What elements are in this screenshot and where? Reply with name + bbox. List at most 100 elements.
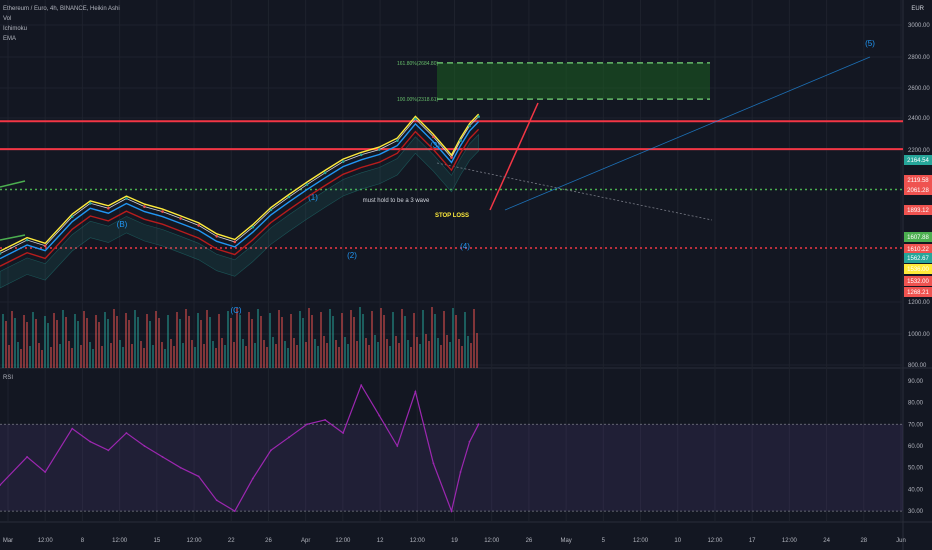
channel-line xyxy=(436,162,713,221)
volume-bar xyxy=(119,340,121,368)
volume-bar xyxy=(143,348,145,368)
annotation-label: STOP LOSS xyxy=(435,213,469,219)
volume-bar xyxy=(365,338,367,368)
volume-bar xyxy=(176,312,178,368)
price-point xyxy=(341,160,345,163)
time-tick-label: 12:00 xyxy=(187,538,203,544)
volume-bar xyxy=(155,311,157,368)
price-point xyxy=(70,215,74,218)
ema-fast-line xyxy=(0,113,480,252)
time-tick-label: 12:00 xyxy=(410,538,426,544)
volume-bar xyxy=(128,320,130,368)
rsi-point xyxy=(215,499,218,502)
volume-bar xyxy=(356,341,358,368)
volume-bar xyxy=(419,344,421,368)
time-tick-label: 26 xyxy=(265,538,272,544)
time-tick-label: 22 xyxy=(228,538,235,544)
time-tick-label: 12:00 xyxy=(484,538,500,544)
wave-label: (C) xyxy=(230,306,241,315)
volume-bar xyxy=(215,348,217,368)
volume-bar xyxy=(332,316,334,368)
volume-bar xyxy=(188,316,190,368)
volume-bar xyxy=(422,310,424,368)
volume-bar xyxy=(452,308,454,368)
rsi-point xyxy=(44,471,47,473)
volume-bar xyxy=(89,342,91,368)
volume-bar xyxy=(152,345,154,368)
price-point xyxy=(107,206,110,210)
price-label-bg xyxy=(904,244,932,254)
volume-bar xyxy=(98,322,100,368)
price-label: 2061.28 xyxy=(907,188,929,194)
rsi-point xyxy=(477,423,480,426)
volume-bar xyxy=(317,346,319,368)
price-point xyxy=(197,224,200,227)
forecast-line xyxy=(504,56,871,211)
volume-bar xyxy=(281,317,283,368)
rsi-point xyxy=(233,510,236,513)
price-point xyxy=(377,148,381,151)
volume-bar xyxy=(101,346,103,368)
volume-bar xyxy=(353,317,355,368)
volume-bar xyxy=(5,321,7,368)
indicator-vol[interactable]: Vol xyxy=(3,16,12,22)
volume-bar xyxy=(56,320,58,368)
volume-bar xyxy=(86,318,88,368)
price-point xyxy=(323,171,327,175)
price-label: 2164.54 xyxy=(907,158,929,164)
rsi-point xyxy=(161,455,164,458)
volume-bar xyxy=(404,316,406,368)
price-point xyxy=(359,153,363,157)
volume-bar xyxy=(185,309,187,368)
volume-bar xyxy=(197,313,199,368)
volume-bar xyxy=(344,337,346,368)
volume-bar xyxy=(347,344,349,368)
volume-bar xyxy=(413,313,415,368)
price-label-bg xyxy=(904,185,932,195)
rsi-point xyxy=(414,390,417,393)
rsi-point xyxy=(197,475,200,478)
indicator-ema[interactable]: EMA xyxy=(3,36,17,42)
rsi-tick-label: 80.00 xyxy=(908,401,924,407)
time-tick-label: 28 xyxy=(860,538,867,544)
volume-bar xyxy=(455,315,457,368)
volume-bar xyxy=(29,346,31,368)
volume-bar xyxy=(221,338,223,368)
price-point xyxy=(251,225,255,229)
chart-symbol-title[interactable]: Ethereum / Euro, 4h, BINANCE, Heikin Ash… xyxy=(3,6,120,12)
price-point xyxy=(143,205,146,208)
volume-bar xyxy=(257,309,259,368)
rsi-label[interactable]: RSI xyxy=(3,375,14,381)
price-label: 1562.67 xyxy=(907,256,929,262)
rsi-point xyxy=(71,427,74,430)
volume-bar xyxy=(107,319,109,368)
volume-bar xyxy=(83,311,85,368)
price-tick-label: 2800.00 xyxy=(908,55,930,61)
volume-bar xyxy=(311,315,313,368)
time-tick-label: 12:00 xyxy=(112,538,128,544)
time-tick-label: 19 xyxy=(451,538,458,544)
volume-bar xyxy=(194,347,196,368)
price-tick-label: 1000.00 xyxy=(908,332,930,338)
rsi-tick-label: 60.00 xyxy=(908,444,924,450)
time-tick-label: 8 xyxy=(81,538,85,544)
price-point xyxy=(468,124,471,128)
rsi-point xyxy=(324,419,326,421)
volume-bar xyxy=(464,312,466,368)
price-point xyxy=(89,202,92,205)
price-tick-label: 2200.00 xyxy=(908,148,930,154)
volume-bar xyxy=(470,343,472,368)
volume-bar xyxy=(92,349,94,368)
volume-bar xyxy=(401,309,403,368)
volume-bar xyxy=(158,318,160,368)
indicator-ichimoku[interactable]: Ichimoku xyxy=(3,26,28,32)
volume-bar xyxy=(350,310,352,368)
rsi-tick-label: 30.00 xyxy=(908,509,924,515)
volume-bar xyxy=(377,342,379,368)
volume-bar xyxy=(410,347,412,368)
volume-bar xyxy=(269,313,271,368)
volume-bar xyxy=(35,319,37,368)
time-tick-label: 15 xyxy=(153,538,160,544)
rsi-point xyxy=(459,471,462,473)
